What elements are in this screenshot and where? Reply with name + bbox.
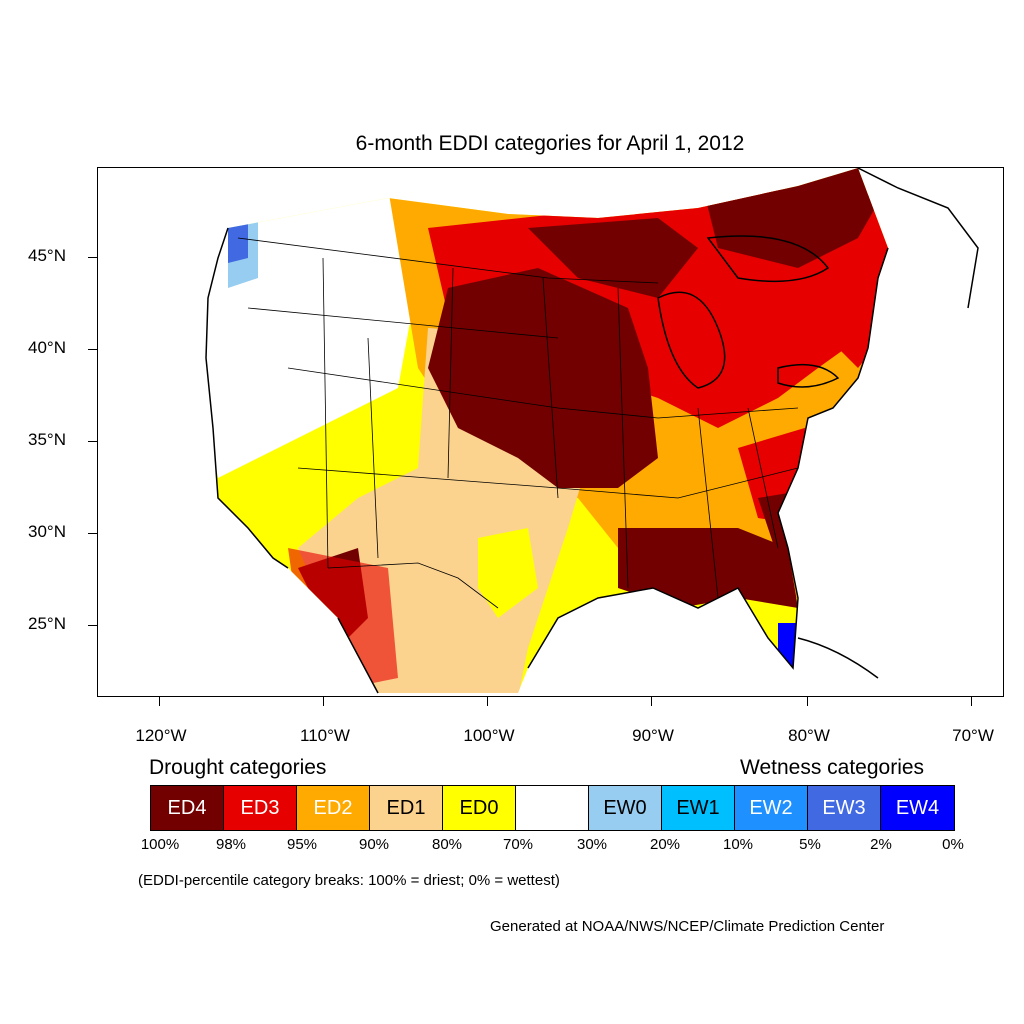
lat-label: 30°N xyxy=(28,522,66,541)
percentile-break: 70% xyxy=(502,836,534,853)
lat-label: 35°N xyxy=(28,430,66,449)
percentile-break: 95% xyxy=(286,836,318,853)
legend-label: ED0 xyxy=(459,796,499,819)
lon-label: 70°W xyxy=(952,726,994,745)
lat-tick xyxy=(88,625,97,626)
legend-label: ED3 xyxy=(240,796,280,819)
lon-tick xyxy=(159,697,160,706)
percentile-break: 20% xyxy=(649,836,681,853)
percentile-note: (EDDI-percentile category breaks: 100% =… xyxy=(138,872,560,889)
drought-categories-heading: Drought categories xyxy=(149,756,327,779)
percentile-break: 5% xyxy=(799,836,821,853)
legend-label: EW3 xyxy=(822,796,866,819)
eddi-map xyxy=(97,167,1004,697)
lon-label: 110°W xyxy=(300,726,350,745)
lon-tick xyxy=(323,697,324,706)
lon-label: 80°W xyxy=(788,726,830,745)
percentile-break: 30% xyxy=(576,836,608,853)
legend-label: EW1 xyxy=(676,796,720,819)
lat-tick xyxy=(88,349,97,350)
lat-label: 25°N xyxy=(28,614,66,633)
legend-label: EW2 xyxy=(749,796,793,819)
lat-tick xyxy=(88,533,97,534)
lat-label: 45°N xyxy=(28,246,66,265)
lon-tick xyxy=(651,697,652,706)
percentile-break: 80% xyxy=(431,836,463,853)
percentile-break: 100% xyxy=(140,836,180,853)
legend-swatch-ew3: EW3 xyxy=(808,786,881,830)
legend-label: ED2 xyxy=(313,796,353,819)
wetness-categories-heading: Wetness categories xyxy=(740,756,925,779)
legend-swatch-ed2: ED2 xyxy=(297,786,370,830)
lat-label: 40°N xyxy=(28,338,66,357)
state-boundary-layer xyxy=(237,237,799,609)
legend-swatch-ew2: EW2 xyxy=(735,786,808,830)
legend-swatch-normal xyxy=(516,786,589,830)
percentile-break: 90% xyxy=(358,836,390,853)
map-title: 6-month EDDI categories for April 1, 201… xyxy=(355,132,745,155)
eddi-map-canvas xyxy=(205,168,979,694)
credit-line: Generated at NOAA/NWS/NCEP/Climate Predi… xyxy=(490,918,885,935)
category-legend-bar: ED4 ED3 ED2 ED1 ED0 EW0 EW1 EW2 EW3 EW4 xyxy=(150,785,955,831)
legend-swatch-ed1: ED1 xyxy=(370,786,443,830)
legend-swatch-ed4: ED4 xyxy=(151,786,224,830)
legend-label: ED4 xyxy=(167,796,207,819)
legend-swatch-ew0: EW0 xyxy=(589,786,662,830)
legend-swatch-ed0: ED0 xyxy=(443,786,516,830)
lon-tick xyxy=(807,697,808,706)
percentile-break: 0% xyxy=(942,836,964,853)
lon-label: 90°W xyxy=(632,726,674,745)
legend-swatch-ew1: EW1 xyxy=(662,786,735,830)
legend-label: EW4 xyxy=(895,796,940,819)
lat-tick xyxy=(88,257,97,258)
lat-tick xyxy=(88,441,97,442)
coastline-layer xyxy=(205,168,979,694)
legend-swatch-ew4: EW4 xyxy=(881,786,954,830)
percentile-break: 2% xyxy=(870,836,892,853)
percentile-break: 10% xyxy=(722,836,754,853)
category-fill-layer xyxy=(206,168,888,693)
legend-label: EW0 xyxy=(603,796,647,819)
lon-tick xyxy=(971,697,972,706)
legend-label: ED1 xyxy=(386,796,426,819)
percentile-break: 98% xyxy=(215,836,247,853)
lon-tick xyxy=(487,697,488,706)
lon-label: 100°W xyxy=(463,726,515,745)
lon-label: 120°W xyxy=(135,726,187,745)
legend-swatch-ed3: ED3 xyxy=(224,786,297,830)
